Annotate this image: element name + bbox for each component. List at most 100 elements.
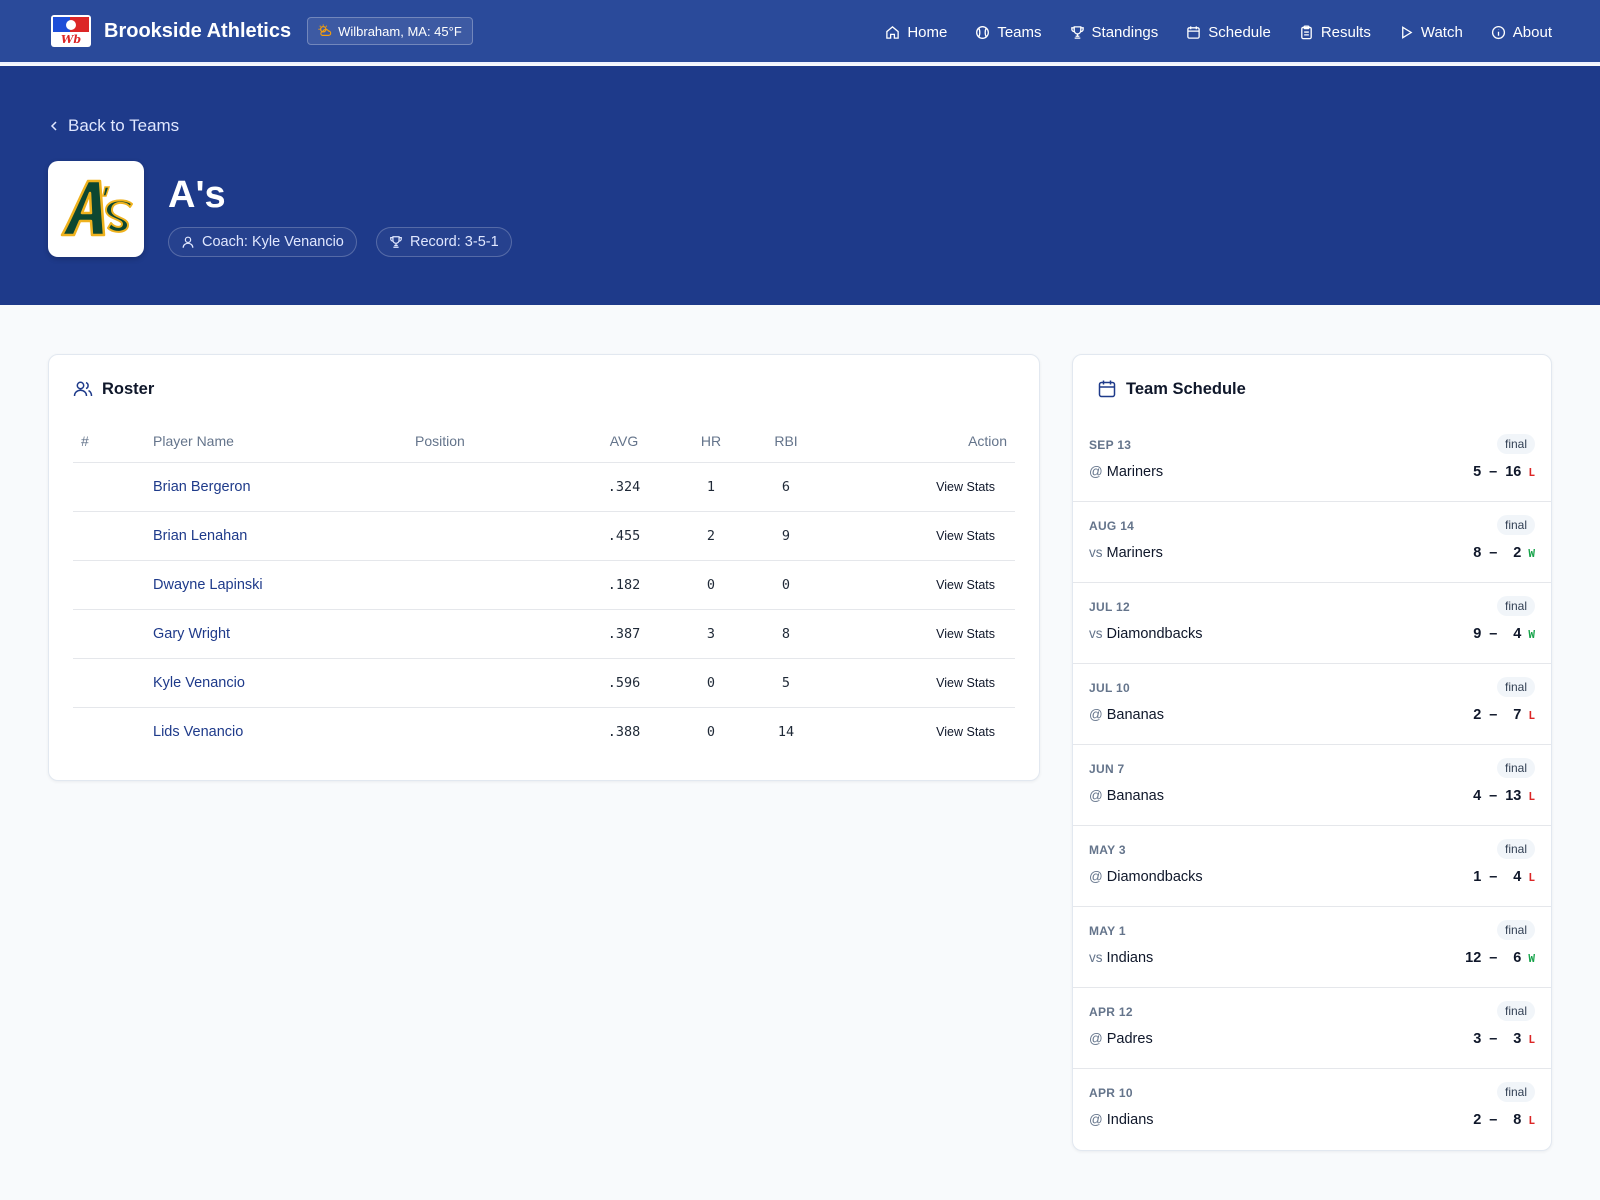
player-number bbox=[73, 658, 153, 708]
game-status-badge: final bbox=[1496, 839, 1535, 859]
nav-schedule[interactable]: Schedule bbox=[1186, 24, 1271, 41]
game-result: W bbox=[1528, 547, 1535, 560]
schedule-game-item[interactable]: AUG 14 final vs Mariners 8–2 W bbox=[1073, 502, 1551, 583]
nav-home[interactable]: Home bbox=[885, 24, 947, 41]
schedule-game-item[interactable]: JUL 12 final vs Diamondbacks 9–4 W bbox=[1073, 583, 1551, 664]
nav-teams[interactable]: Teams bbox=[975, 24, 1042, 41]
player-avg: .388 bbox=[607, 723, 641, 740]
player-position bbox=[415, 707, 575, 756]
game-score: 5–16 L bbox=[1465, 464, 1535, 480]
weather-badge: Wilbraham, MA: 45°F bbox=[307, 17, 473, 45]
roster-table: # Player Name Position AVG HR RBI Action… bbox=[73, 421, 1015, 756]
col-avg: AVG bbox=[575, 421, 673, 463]
view-stats-button[interactable]: View Stats bbox=[936, 626, 995, 641]
game-date: JUL 10 bbox=[1089, 681, 1130, 695]
team-score: 8 bbox=[1473, 545, 1482, 561]
game-status-badge: final bbox=[1496, 515, 1535, 535]
schedule-heading: Team Schedule bbox=[1097, 379, 1246, 399]
score-separator: – bbox=[1489, 464, 1498, 480]
player-name-link[interactable]: Kyle Venancio bbox=[153, 675, 245, 691]
player-avg: .596 bbox=[575, 658, 673, 708]
opponent-score: 2 bbox=[1513, 545, 1522, 561]
table-row: Gary Wright .387 3 8 View Stats bbox=[73, 609, 1015, 659]
schedule-title: Team Schedule bbox=[1126, 379, 1246, 398]
nav-standings-label: Standings bbox=[1091, 23, 1159, 41]
game-opponent: @ Diamondbacks bbox=[1089, 869, 1203, 885]
schedule-game-item[interactable]: JUL 10 final @ Bananas 2–7 L bbox=[1073, 664, 1551, 745]
game-score: 12–6 W bbox=[1465, 950, 1535, 966]
game-date: MAY 1 bbox=[1089, 924, 1126, 938]
game-opponent: @ Padres bbox=[1089, 1031, 1153, 1047]
player-name-link[interactable]: Dwayne Lapinski bbox=[153, 577, 263, 593]
home-icon bbox=[886, 25, 900, 39]
player-position bbox=[415, 511, 575, 561]
table-row: Lids Venancio .388 0 14 View Stats bbox=[73, 707, 1015, 756]
schedule-game-item[interactable]: APR 12 final @ Padres 3–3 L bbox=[1073, 988, 1551, 1069]
game-status-badge: final bbox=[1496, 1082, 1535, 1102]
roster-title: Roster bbox=[102, 379, 155, 398]
schedule-game-item[interactable]: SEP 13 final @ Mariners 5–16 L bbox=[1073, 421, 1551, 502]
table-row: Kyle Venancio .596 0 5 View Stats bbox=[73, 658, 1015, 708]
view-stats-button[interactable]: View Stats bbox=[936, 675, 995, 690]
view-stats-button[interactable]: View Stats bbox=[936, 479, 995, 494]
roster-card: Roster # Player Name Position AVG HR RBI… bbox=[48, 354, 1040, 781]
schedule-game-item[interactable]: MAY 3 final @ Diamondbacks 1–4 L bbox=[1073, 826, 1551, 907]
team-name: A's bbox=[168, 174, 226, 216]
game-home-away: @ bbox=[1089, 788, 1103, 803]
player-name-link[interactable]: Brian Lenahan bbox=[153, 528, 248, 544]
score-separator: – bbox=[1489, 707, 1498, 723]
game-score: 1–4 L bbox=[1465, 869, 1535, 885]
game-date: SEP 13 bbox=[1089, 438, 1132, 452]
player-number bbox=[73, 609, 153, 659]
athletics-logo-icon bbox=[60, 179, 133, 237]
game-opponent: @ Mariners bbox=[1089, 464, 1163, 480]
game-score: 9–4 W bbox=[1465, 626, 1535, 642]
game-date: APR 12 bbox=[1089, 1005, 1133, 1019]
nav-standings[interactable]: Standings bbox=[1070, 23, 1159, 41]
player-name-link[interactable]: Lids Venancio bbox=[153, 724, 244, 741]
brand-name[interactable]: Brookside Athletics bbox=[104, 19, 292, 42]
player-position bbox=[415, 560, 575, 610]
game-score: 2–8 L bbox=[1465, 1112, 1535, 1128]
opponent-name: Bananas bbox=[1106, 788, 1164, 804]
league-logo-icon[interactable]: Wb bbox=[48, 12, 94, 50]
player-number bbox=[73, 560, 153, 610]
opponent-name: Indians bbox=[1106, 1112, 1154, 1128]
opponent-name: Mariners bbox=[1106, 464, 1164, 480]
player-name-link[interactable]: Brian Bergeron bbox=[153, 479, 251, 495]
game-result: W bbox=[1528, 952, 1535, 965]
game-home-away: vs bbox=[1089, 626, 1103, 641]
record-badge: Record: 3-5-1 bbox=[376, 227, 512, 257]
player-name-link[interactable]: Gary Wright bbox=[153, 626, 231, 642]
schedule-game-item[interactable]: APR 10 final @ Indians 2–8 L bbox=[1073, 1069, 1551, 1150]
trophy-icon bbox=[390, 236, 402, 248]
nav-about-label: About bbox=[1512, 23, 1552, 41]
game-home-away: vs bbox=[1089, 545, 1103, 560]
nav-watch[interactable]: Watch bbox=[1399, 24, 1463, 41]
score-separator: – bbox=[1489, 545, 1498, 561]
team-score: 2 bbox=[1473, 1112, 1482, 1128]
team-score: 1 bbox=[1473, 869, 1482, 885]
schedule-game-item[interactable]: JUN 7 final @ Bananas 4–13 L bbox=[1073, 745, 1551, 826]
nav-results[interactable]: Results bbox=[1299, 24, 1371, 41]
back-to-teams-link[interactable]: Back to Teams bbox=[48, 116, 179, 136]
game-status-badge: final bbox=[1496, 596, 1535, 616]
player-position bbox=[415, 462, 575, 512]
table-row: Dwayne Lapinski .182 0 0 View Stats bbox=[73, 560, 1015, 610]
col-rbi: RBI bbox=[749, 421, 823, 463]
score-separator: – bbox=[1489, 626, 1498, 642]
chevron-left-icon bbox=[50, 121, 57, 131]
view-stats-button[interactable]: View Stats bbox=[936, 724, 995, 739]
game-score: 3–3 L bbox=[1465, 1031, 1535, 1047]
roster-header-row: # Player Name Position AVG HR RBI Action bbox=[73, 421, 1015, 463]
team-schedule-card: Team Schedule SEP 13 final @ Mariners 5–16 L… bbox=[1072, 354, 1552, 1151]
view-stats-button[interactable]: View Stats bbox=[936, 577, 995, 592]
view-stats-button[interactable]: View Stats bbox=[936, 528, 995, 543]
table-row: Brian Lenahan .455 2 9 View Stats bbox=[73, 511, 1015, 561]
player-hr: 0 bbox=[673, 560, 749, 610]
game-score: 2–7 L bbox=[1465, 707, 1535, 723]
opponent-name: Diamondbacks bbox=[1106, 626, 1203, 642]
schedule-game-item[interactable]: MAY 1 final vs Indians 12–6 W bbox=[1073, 907, 1551, 988]
nav-about[interactable]: About bbox=[1491, 24, 1552, 41]
player-hr: 0 bbox=[673, 658, 749, 708]
